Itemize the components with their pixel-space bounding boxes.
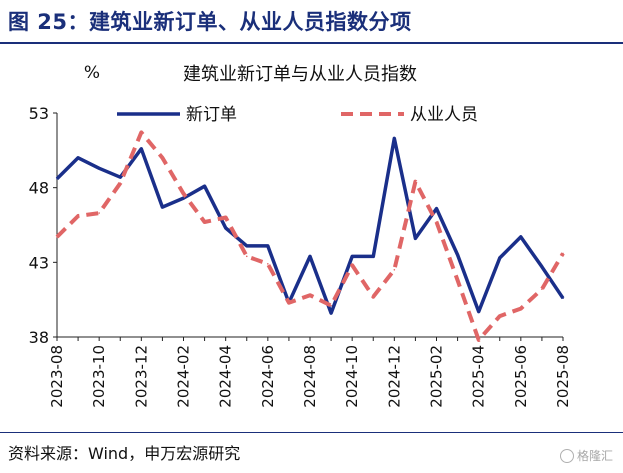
data-point — [541, 266, 543, 268]
data-point — [520, 307, 522, 310]
data-point — [309, 294, 311, 296]
data-point — [245, 245, 248, 247]
data-point — [161, 206, 164, 208]
series-line-employment — [55, 130, 565, 342]
data-point — [182, 192, 185, 195]
data-point — [372, 295, 375, 298]
line-chart: % 建筑业新订单与从业人员指数 新订单 从业人员 38 43 48 53 2023-08 2… — [29, 63, 572, 408]
x-tick-label: 2024-02 — [175, 345, 193, 408]
data-point — [456, 279, 459, 282]
data-point — [288, 301, 290, 304]
x-tick-label: 2023-10 — [90, 345, 108, 408]
data-point — [182, 197, 185, 199]
y-tick-label: 43 — [29, 253, 49, 272]
data-point — [477, 339, 480, 341]
x-tick-label: 2024-08 — [301, 345, 319, 408]
title-rule — [0, 42, 623, 44]
x-tick-label: 2023-08 — [48, 345, 66, 408]
data-point — [456, 254, 459, 256]
data-point — [435, 221, 438, 223]
tick-labels: 38 43 48 53 2023-08 2023-10 2023-12 2024-02 2024… — [29, 104, 572, 408]
series-line-new-orders — [55, 136, 565, 315]
watermark: 格隆汇 — [559, 447, 613, 464]
data-point — [140, 131, 143, 134]
legend-label: 新订单 — [186, 105, 237, 125]
watermark-logo-icon — [559, 449, 574, 463]
data-point — [56, 236, 58, 238]
data-point — [351, 264, 353, 267]
data-point — [309, 255, 311, 258]
y-tick-label: 38 — [29, 328, 49, 347]
y-tick-label: 48 — [29, 179, 49, 198]
data-point — [203, 221, 206, 223]
figure-title: 图 25：建筑业新订单、从业人员指数分项 — [8, 10, 412, 34]
x-tick-label: 2025-02 — [428, 345, 446, 408]
data-point — [435, 207, 438, 210]
data-point — [541, 288, 543, 291]
data-point — [562, 297, 564, 299]
data-point — [498, 315, 501, 317]
data-point — [77, 157, 79, 159]
data-point — [562, 252, 564, 255]
data-point — [414, 237, 417, 240]
data-point — [498, 257, 501, 259]
x-tick-label: 2025-06 — [512, 345, 530, 408]
x-tick-label: 2024-04 — [217, 345, 235, 408]
data-point — [330, 312, 332, 314]
x-tick-label: 2025-08 — [554, 345, 572, 408]
data-point — [520, 236, 522, 238]
data-point — [77, 215, 79, 217]
data-point — [330, 304, 332, 307]
data-point — [267, 245, 269, 247]
x-tick-label: 2024-06 — [259, 345, 277, 408]
data-point — [245, 255, 248, 258]
data-point — [161, 157, 164, 159]
watermark-text: 格隆汇 — [576, 449, 613, 463]
data-point — [414, 180, 417, 183]
data-point — [393, 137, 396, 140]
data-point — [98, 212, 100, 214]
x-tick-label: 2024-12 — [385, 345, 403, 408]
data-point — [56, 177, 58, 180]
data-point — [98, 167, 100, 170]
data-point — [224, 227, 227, 229]
y-axis-unit: % — [84, 63, 100, 83]
data-point — [393, 269, 396, 271]
x-tick-label: 2024-10 — [343, 345, 361, 408]
series-layer — [55, 130, 565, 342]
data-point — [351, 255, 353, 258]
data-point — [477, 310, 480, 313]
figure-header: 图 25：建筑业新订单、从业人员指数分项 — [0, 0, 623, 44]
x-tick-label: 2023-12 — [132, 345, 150, 408]
data-point — [224, 216, 227, 219]
data-point — [372, 255, 375, 258]
data-point — [140, 148, 143, 150]
data-point — [267, 263, 269, 265]
chart-title: 建筑业新订单与从业人员指数 — [183, 64, 417, 85]
data-point — [119, 182, 122, 184]
legend: 新订单 从业人员 — [117, 105, 478, 125]
axes — [53, 112, 564, 341]
source-rule — [0, 432, 623, 433]
data-point — [203, 185, 206, 187]
legend-label: 从业人员 — [410, 105, 478, 125]
x-tick-label: 2025-04 — [470, 345, 488, 408]
data-point — [119, 176, 122, 179]
y-tick-label: 53 — [29, 104, 49, 123]
source-note: 资料来源：Wind，申万宏源研究 — [8, 444, 241, 463]
